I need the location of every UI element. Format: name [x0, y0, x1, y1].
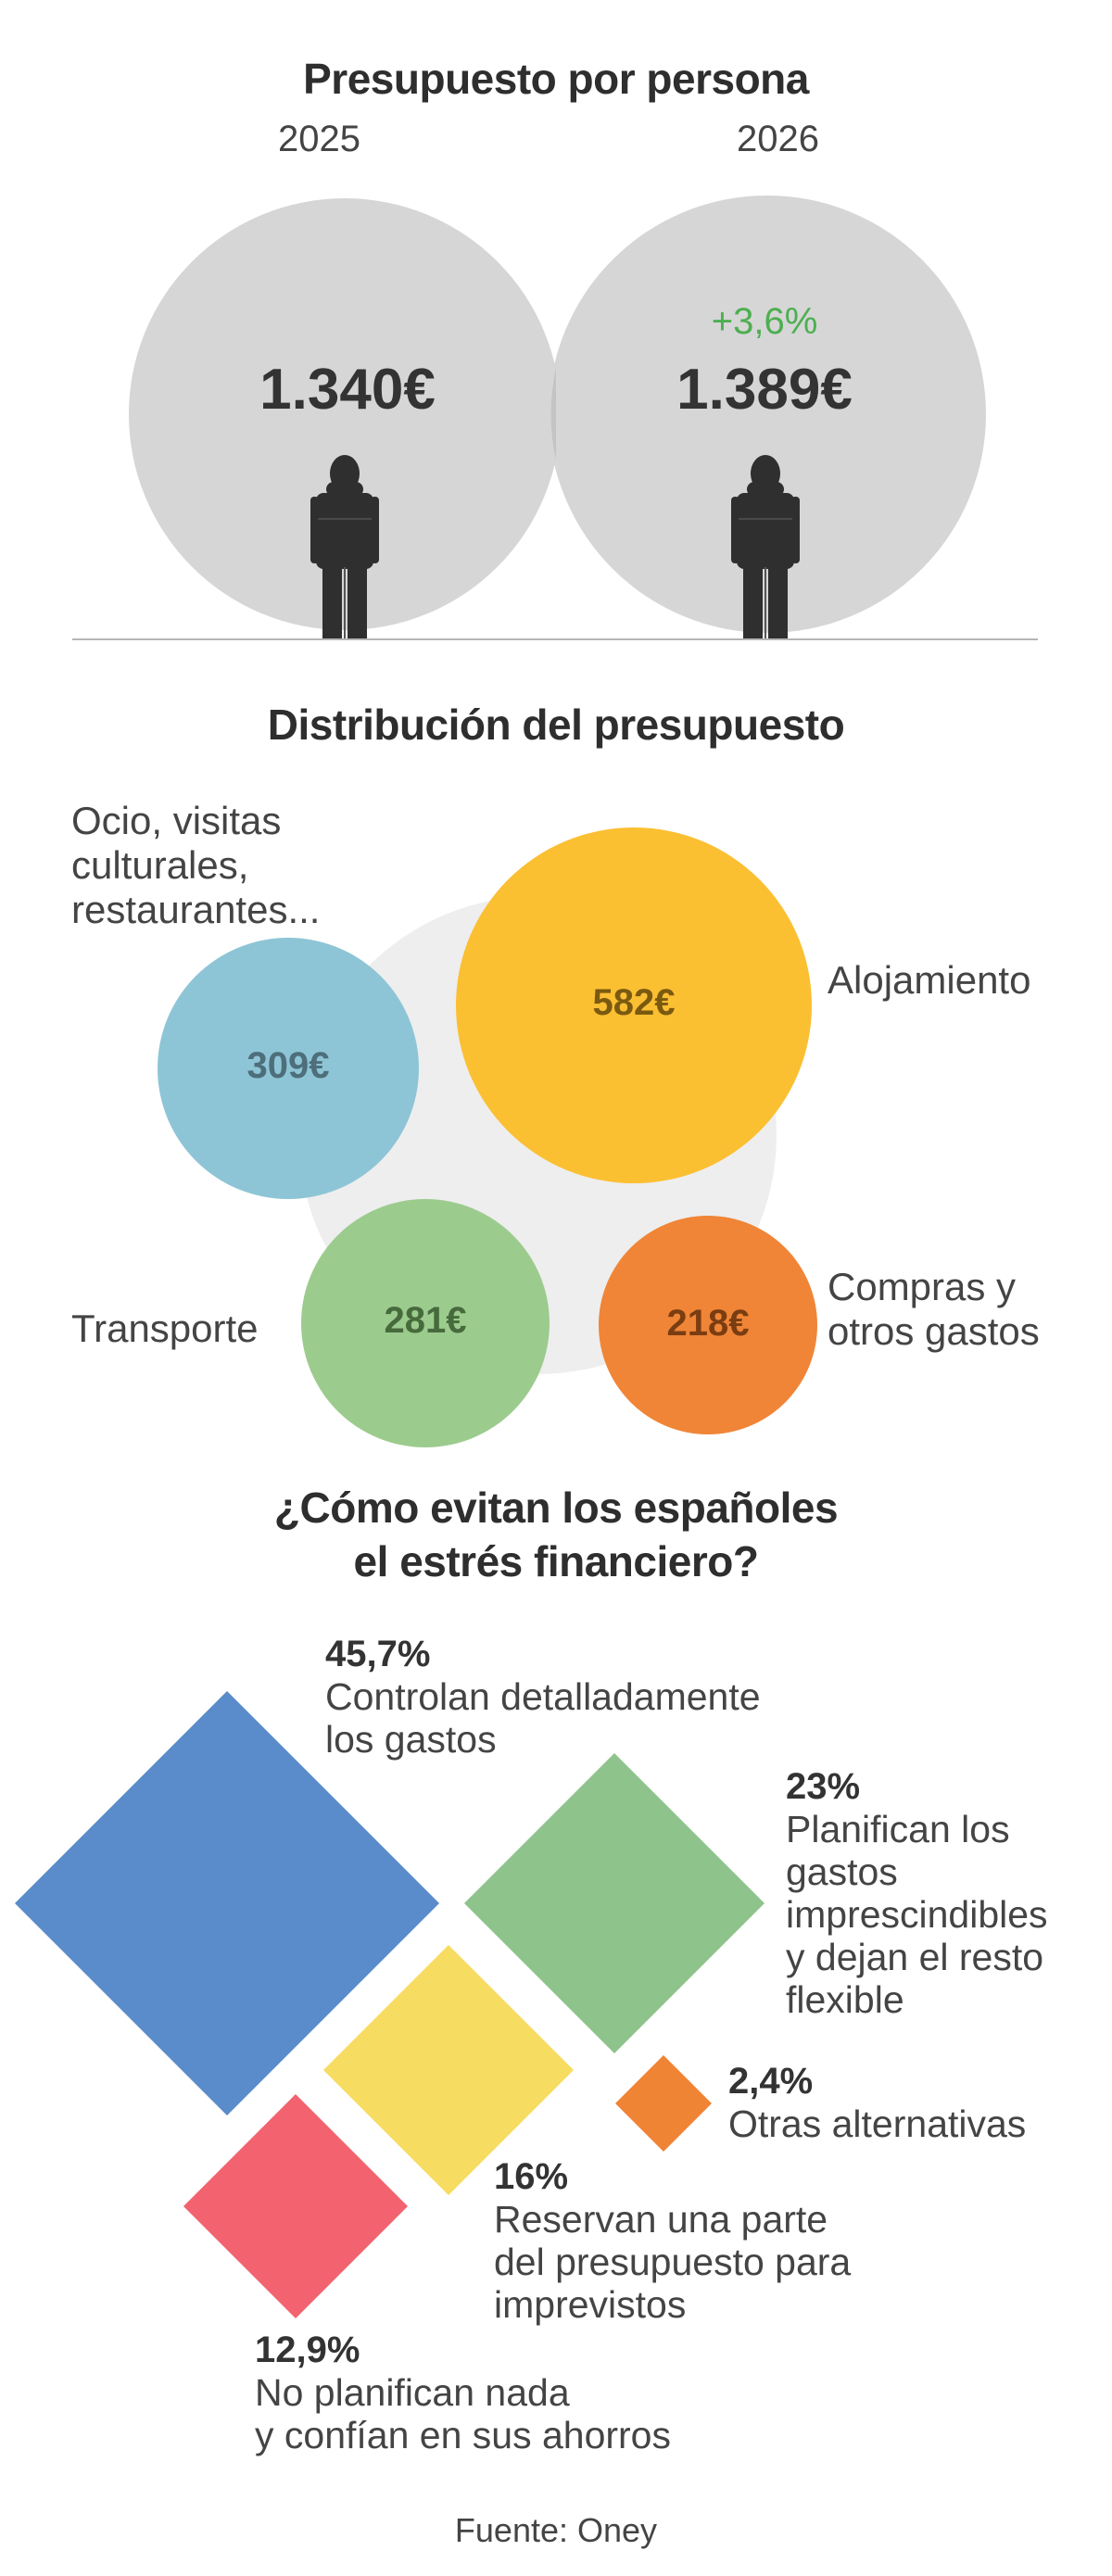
- label-transporte: Transporte: [71, 1307, 259, 1350]
- distribution-bubbles: [158, 827, 817, 1447]
- bubble-overlap: [550, 368, 556, 461]
- budget-per-person-title: Presupuesto por persona: [303, 55, 809, 103]
- label-ocio: Ocio, visitas culturales, restaurantes..…: [71, 799, 321, 931]
- label-compras: Compras y otros gastos: [828, 1265, 1040, 1353]
- diamond-otras: [615, 2055, 712, 2152]
- value-ocio: 309€: [246, 1045, 330, 1086]
- value-2026-label: 1.389€: [676, 358, 853, 422]
- value-transporte: 281€: [384, 1300, 467, 1341]
- label-otras: 2,4% Otras alternativas: [728, 2061, 1027, 2145]
- bubble-2026: [549, 196, 986, 633]
- diamond-reservan: [323, 1945, 574, 2195]
- per-person-circles: [129, 196, 986, 633]
- year-2026-label: 2026: [737, 119, 819, 159]
- change-2026-label: +3,6%: [711, 301, 818, 342]
- diamond-no-planifican: [183, 2094, 408, 2318]
- bubble-compras: [599, 1216, 817, 1434]
- financial-stress-title: ¿Cómo evitan los españoles el estrés fin…: [273, 1484, 839, 1585]
- diamond-controlan: [15, 1691, 439, 2115]
- bubble-2025: [129, 198, 561, 630]
- value-alojamiento: 582€: [592, 982, 676, 1023]
- value-2025-label: 1.340€: [259, 358, 436, 422]
- value-compras: 218€: [666, 1303, 750, 1344]
- budget-distribution-title: Distribución del presupuesto: [267, 701, 845, 749]
- strategy-diamonds: [15, 1691, 764, 2318]
- bubble-transporte: [301, 1199, 550, 1447]
- bubble-ocio: [158, 938, 419, 1199]
- person-figure-2026-icon: [731, 455, 800, 639]
- year-2025-label: 2025: [278, 119, 360, 159]
- bubble-alojamiento: [456, 827, 812, 1183]
- label-controlan: 45,7% Controlan detalladamente los gasto…: [325, 1634, 761, 1761]
- diamond-planifican: [464, 1753, 764, 2053]
- label-planifican: 23% Planifican los gastos imprescindible…: [786, 1766, 1048, 2021]
- label-alojamiento: Alojamiento: [828, 958, 1031, 1002]
- label-no-planifican: 12,9% No planifican nada y confían en su…: [255, 2330, 671, 2456]
- person-figure-2025-icon: [310, 455, 379, 639]
- source-note: Fuente: Oney: [454, 2511, 658, 2549]
- label-reservan: 16% Reservan una parte del presupuesto p…: [494, 2156, 852, 2326]
